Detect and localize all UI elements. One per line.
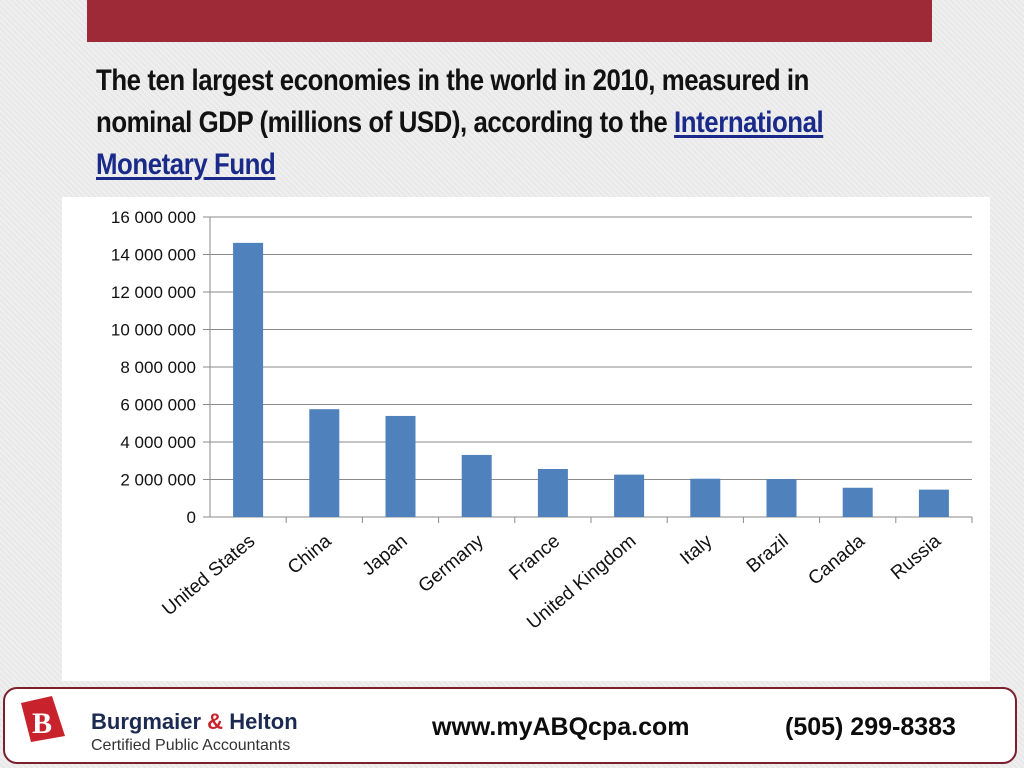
x-tick-label: Italy <box>676 530 717 569</box>
y-tick-label: 2 000 000 <box>120 471 196 490</box>
company-logo-icon: B <box>21 696 65 742</box>
x-tick-label: Russia <box>887 530 945 584</box>
company-name-second: Helton <box>229 709 298 734</box>
bar <box>309 409 340 517</box>
x-tick-label: Japan <box>359 531 412 580</box>
slide-title: The ten largest economies in the world i… <box>96 60 836 186</box>
bar <box>766 479 797 517</box>
bar <box>918 489 949 517</box>
logo-letter: B <box>32 707 52 740</box>
imf-link[interactable]: International Monetary Fund <box>96 106 824 181</box>
x-tick-label: Brazil <box>743 531 793 578</box>
y-tick-label: 4 000 000 <box>120 433 196 452</box>
x-tick-label: China <box>284 530 336 578</box>
bar <box>842 487 873 517</box>
bar <box>690 478 721 517</box>
bar <box>385 415 416 517</box>
x-tick-label: Canada <box>804 530 869 589</box>
y-tick-label: 10 000 000 <box>111 321 196 340</box>
y-tick-label: 16 000 000 <box>111 208 196 227</box>
header-accent-bar <box>87 0 932 42</box>
x-tick-label: Germany <box>415 530 489 597</box>
y-tick-label: 0 <box>187 508 196 527</box>
y-tick-label: 8 000 000 <box>120 358 196 377</box>
x-tick-label: United States <box>158 531 259 620</box>
y-tick-label: 6 000 000 <box>120 396 196 415</box>
company-name-first: Burgmaier <box>91 709 202 734</box>
company-name-amp: & <box>207 709 224 734</box>
bar <box>614 474 645 517</box>
bar <box>233 242 264 517</box>
gdp-bar-chart: 0 2 000 000 4 000 000 6 000 000 8 000 000 10 … <box>111 208 973 634</box>
y-tick-label: 14 000 000 <box>111 246 196 265</box>
phone-number: (505) 299-8383 <box>785 713 956 741</box>
slide-title-text: The ten largest economies in the world i… <box>96 64 810 139</box>
y-tick-label: 12 000 000 <box>111 283 196 302</box>
company-subtitle: Certified Public Accountants <box>91 737 291 754</box>
chart-panel: 0 2 000 000 4 000 000 6 000 000 8 000 000 10 … <box>62 197 990 681</box>
website-link[interactable]: www.myABQcpa.com <box>432 713 690 741</box>
x-tick-label: France <box>505 531 564 585</box>
footer-bar: B Burgmaier & Helton Certified Public Ac… <box>3 687 1017 764</box>
bar <box>461 454 492 517</box>
bar <box>537 469 568 517</box>
company-name: Burgmaier & Helton <box>91 709 298 735</box>
